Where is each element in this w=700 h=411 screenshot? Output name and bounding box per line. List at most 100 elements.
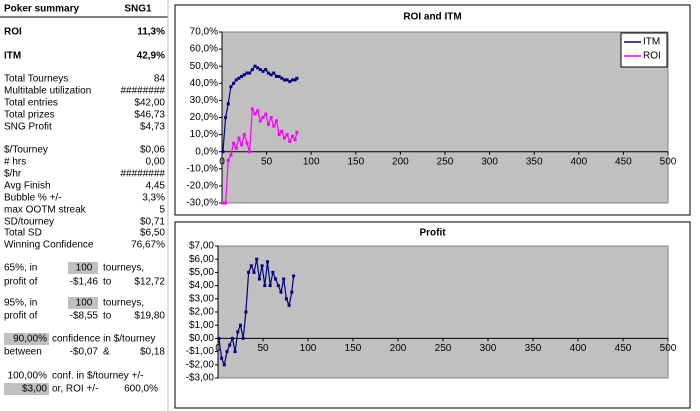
y-tick-label: $7,00 [189,241,214,252]
series-marker [274,74,278,78]
x-tick-label: 300 [481,156,498,167]
series-marker [282,136,286,140]
series-marker [220,356,224,360]
series-marker [285,133,289,137]
series-marker [274,277,278,281]
series-marker [222,363,226,367]
x-tick-label: 500 [660,156,677,167]
x-tick-label: 50 [261,156,273,167]
row-label: SNG Profit [4,122,52,133]
row-value: 5 [159,205,165,216]
series-marker [268,284,272,288]
row-value: 76,67% [131,240,165,251]
series-marker [240,143,244,147]
x-tick-label: 300 [480,343,497,354]
plot-area [221,31,669,204]
series-marker [241,336,245,340]
series-marker [284,297,288,301]
series-marker [229,85,233,89]
series-marker [287,303,291,307]
row-label: SD/tourney [4,217,54,228]
row-label: ITM [4,51,21,62]
legend-label: ROI [643,51,661,62]
cell-text: tourneys, [103,298,144,309]
cell-text: 100 [76,263,93,274]
series-marker [272,71,276,75]
series-marker [229,153,233,157]
y-tick-label: $5,00 [189,267,214,278]
series-marker [221,201,225,205]
x-tick-label: 400 [570,343,587,354]
row-value: $42,00 [134,98,165,109]
y-tick-label: 10,0% [190,129,218,140]
x-tick-label: 350 [525,343,542,354]
y-tick-label: $1,00 [189,320,214,331]
cell-text: between [4,347,42,358]
plot-area [217,245,669,379]
series-marker [224,116,228,119]
series-marker [266,122,270,126]
row-value: ######## [121,86,166,97]
series-marker [234,146,238,150]
series-marker [253,112,257,116]
series-marker [247,270,251,274]
series-marker [232,81,236,85]
series-marker [234,78,238,82]
series-marker [245,141,249,145]
series-marker [242,73,246,77]
series-marker [280,76,284,80]
x-tick-label: 50 [257,343,269,354]
summary-title: Poker summary [4,4,79,15]
cell-text: to [103,311,112,322]
cell-text: -$8,55 [70,311,99,322]
x-tick-label: 350 [526,156,543,167]
y-tick-label: -$2,00 [186,359,215,370]
series-marker [261,116,265,119]
series-marker [252,270,256,274]
row-label: Total entries [4,98,58,109]
series-marker [290,134,294,138]
series-marker [244,310,248,314]
cell-text: $3,00 [22,384,47,395]
y-tick-label: -$3,00 [186,373,215,384]
y-tick-label: -10,0% [186,163,218,174]
series-marker [266,260,269,264]
series-marker [256,66,260,70]
row-value: $0,71 [140,217,165,228]
series-marker [266,71,270,75]
x-tick-label: 450 [615,343,632,354]
y-tick-label: 30,0% [190,95,218,106]
y-tick-label: 70,0% [190,27,218,38]
y-tick-label: 0,0% [195,146,218,157]
cell-bg [68,297,98,309]
series-marker [276,284,280,288]
y-tick-label: 40,0% [190,78,218,89]
cell-text: to [103,277,112,288]
y-tick-label: $3,00 [189,293,214,304]
row-value: $6,50 [140,228,165,239]
series-marker [228,343,232,347]
cell-bg [4,383,49,395]
cell-text: $12,72 [134,277,165,288]
series-marker [260,264,264,268]
row-label: ROI [4,27,22,38]
row-value: 11,3% [137,27,165,38]
summary-column: SNG1 [124,4,152,15]
cell-text: -$0,07 [70,347,99,358]
x-tick-label: 400 [570,156,587,167]
row-value: 42,9% [137,51,165,62]
series-marker [257,277,261,281]
row-value: 84 [154,74,166,85]
row-label: Total Tourneys [4,74,68,85]
y-tick-label: $4,00 [189,280,214,291]
series-marker [277,133,281,137]
series-marker [282,277,286,281]
series-marker [226,102,230,106]
series-marker [253,64,257,68]
series-marker [239,323,242,327]
series-marker [245,71,249,75]
series-marker [269,116,273,119]
cell-text: 100 [76,298,93,309]
y-tick-label: 50,0% [190,61,218,72]
cell-text: 65%, in [4,263,37,274]
